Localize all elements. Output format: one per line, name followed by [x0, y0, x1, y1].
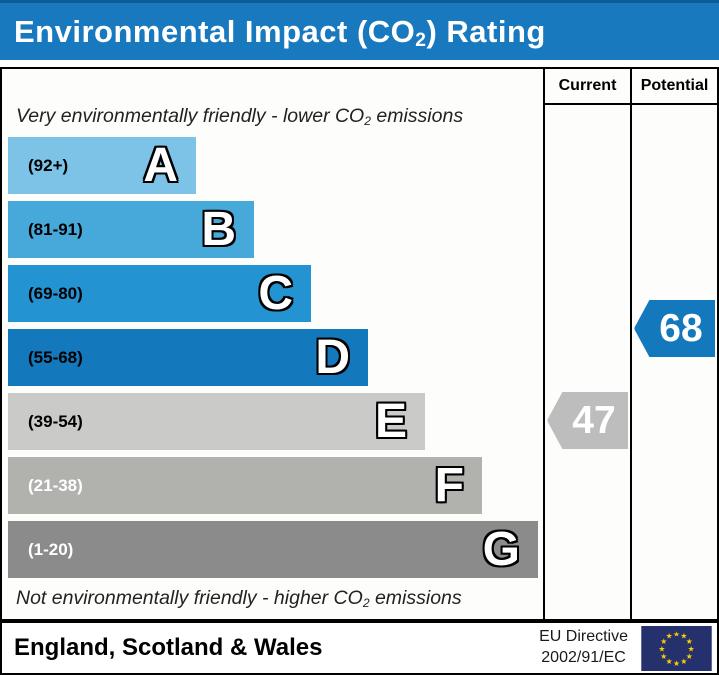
top-note: Very environmentally friendly - lower CO…: [2, 69, 543, 137]
eu-directive-line2: 2002/91/EC: [541, 649, 626, 666]
band-b-range-label: (81-91): [28, 219, 83, 239]
svg-text:★: ★: [680, 631, 687, 640]
eu-flag-icon: ★ ★ ★ ★ ★ ★ ★ ★ ★ ★ ★ ★: [641, 625, 712, 671]
chart-column: Very environmentally friendly - lower CO…: [2, 69, 543, 619]
top-note-text: Very environmentally friendly - lower CO…: [16, 105, 464, 129]
current-column-body: 47: [543, 105, 630, 619]
band-c-range-label: (69-80): [28, 283, 83, 303]
band-d-letter: D: [315, 330, 350, 384]
band-a-range-label: (92+): [28, 155, 69, 175]
title-gap: [0, 60, 719, 67]
svg-text:★: ★: [673, 659, 680, 668]
svg-text:★: ★: [673, 629, 680, 638]
band-a-letter: A: [143, 138, 178, 192]
page-title: Environmental Impact (CO2) Rating: [14, 13, 546, 52]
current-column-header: Current: [543, 69, 630, 105]
band-e: (39-54) E: [8, 393, 425, 450]
band-c: (69-80) C: [8, 265, 311, 322]
band-f-range-label: (21-38): [28, 475, 83, 495]
band-b-letter: B: [201, 202, 236, 256]
band-g-range-label: (1-20): [28, 539, 74, 559]
svg-text:★: ★: [666, 657, 673, 666]
band-b: (81-91) B: [8, 201, 254, 258]
potential-column-body: 68: [630, 105, 717, 619]
potential-rating-value: 68: [659, 306, 703, 350]
band-e-range-label: (39-54): [28, 411, 83, 431]
band-e-letter: E: [374, 394, 407, 448]
svg-text:★: ★: [658, 644, 665, 653]
co2-subscript: 2: [415, 30, 427, 52]
band-g-letter: G: [482, 522, 520, 576]
rating-bands: (92+) A (81-91) B (69-80) C (55-68) D (3…: [2, 137, 543, 578]
band-c-letter: C: [258, 266, 293, 320]
eu-directive-line1: EU Directive: [539, 628, 628, 646]
svg-text:★: ★: [660, 651, 667, 660]
band-f-letter: F: [434, 458, 464, 512]
potential-rating-arrow: 68: [634, 300, 715, 357]
svg-text:★: ★: [686, 637, 693, 646]
potential-column-header: Potential: [630, 69, 717, 105]
co2-subscript: 2: [362, 596, 370, 611]
svg-text:★: ★: [680, 657, 687, 666]
co2-subscript: 2: [364, 114, 371, 129]
title-bar: Environmental Impact (CO2) Rating: [0, 0, 719, 60]
footer-bar: England, Scotland & Wales EU Directive 2…: [0, 621, 719, 675]
rating-table: Very environmentally friendly - lower CO…: [0, 67, 719, 621]
svg-text:★: ★: [686, 651, 693, 660]
svg-text:★: ★: [688, 644, 695, 653]
band-d: (55-68) D: [8, 329, 368, 386]
region-label: England, Scotland & Wales: [14, 634, 323, 661]
svg-text:★: ★: [666, 631, 673, 640]
band-g: (1-20) G: [8, 521, 538, 578]
band-d-range-label: (55-68): [28, 347, 83, 367]
current-rating-arrow: 47: [547, 392, 628, 449]
bottom-note-text: Not environmentally friendly - higher CO…: [16, 587, 462, 611]
eu-directive-label: EU Directive 2002/91/EC: [539, 627, 641, 669]
band-f: (21-38) F: [8, 457, 482, 514]
svg-text:★: ★: [660, 637, 667, 646]
band-a: (92+) A: [8, 137, 196, 194]
bottom-note: Not environmentally friendly - higher CO…: [2, 578, 543, 619]
current-rating-value: 47: [572, 398, 616, 442]
